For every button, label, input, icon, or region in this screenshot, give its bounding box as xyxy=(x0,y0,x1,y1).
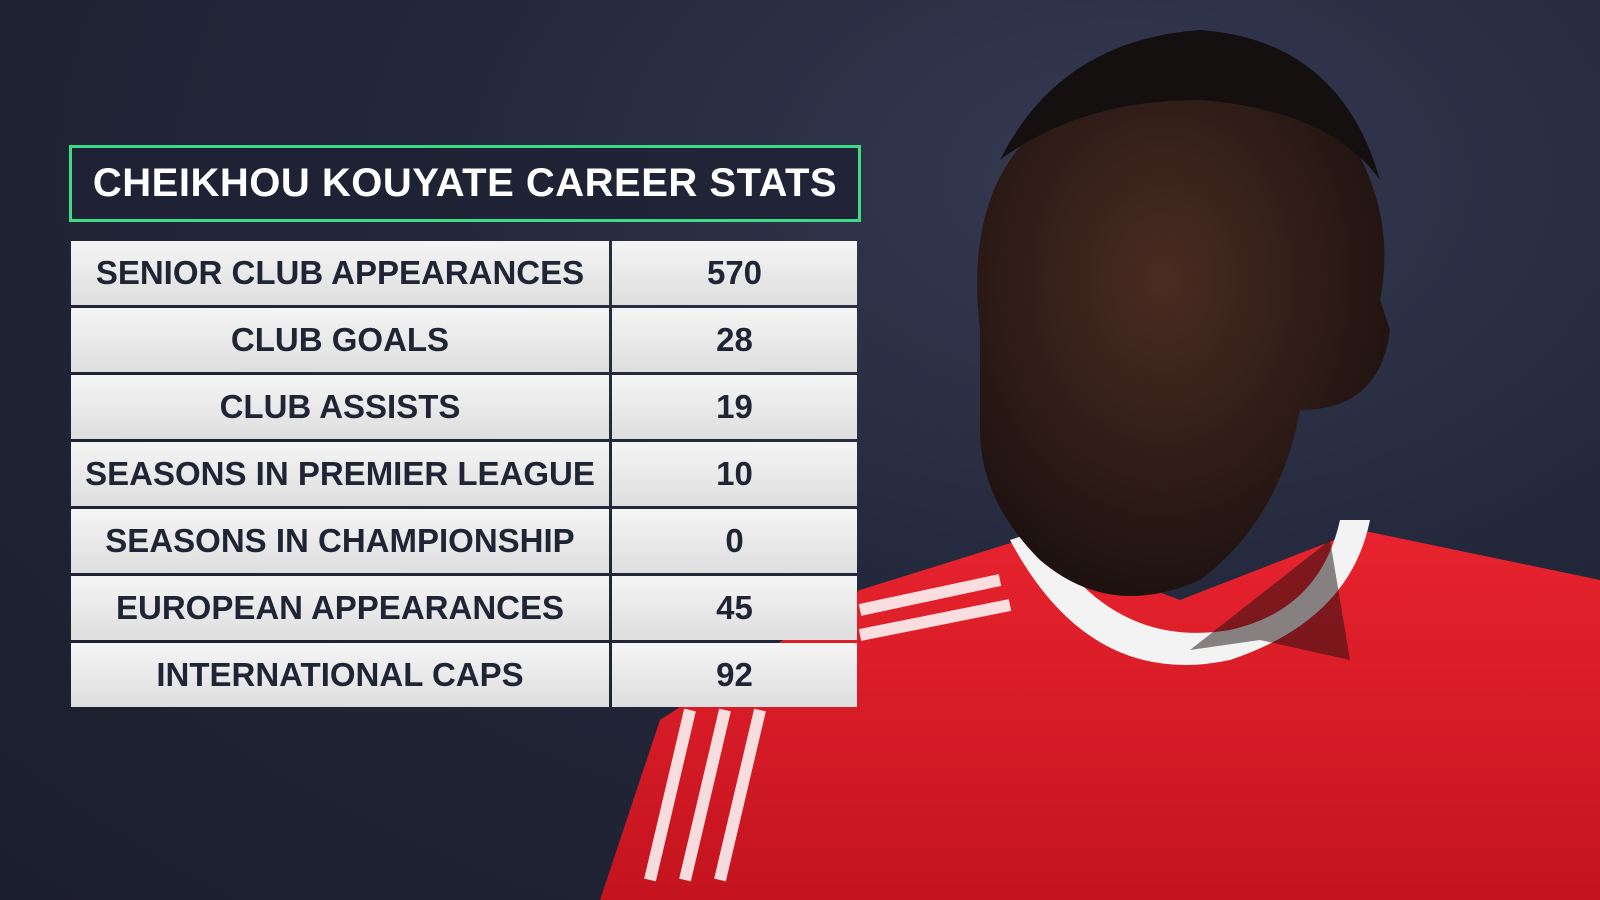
stat-label: CLUB GOALS xyxy=(71,308,609,372)
stat-label: CLUB ASSISTS xyxy=(71,375,609,439)
table-row: CLUB ASSISTS 19 xyxy=(71,375,857,439)
stat-value: 45 xyxy=(612,576,857,640)
stat-label: SEASONS IN PREMIER LEAGUE xyxy=(71,442,609,506)
stat-value: 28 xyxy=(612,308,857,372)
stat-value: 19 xyxy=(612,375,857,439)
stat-label: EUROPEAN APPEARANCES xyxy=(71,576,609,640)
stat-label: SENIOR CLUB APPEARANCES xyxy=(71,241,609,305)
stat-label: INTERNATIONAL CAPS xyxy=(71,643,609,707)
table-row: CLUB GOALS 28 xyxy=(71,308,857,372)
stat-value: 570 xyxy=(612,241,857,305)
table-row: SEASONS IN CHAMPIONSHIP 0 xyxy=(71,509,857,573)
table-row: SENIOR CLUB APPEARANCES 570 xyxy=(71,241,857,305)
stat-value: 10 xyxy=(612,442,857,506)
table-row: EUROPEAN APPEARANCES 45 xyxy=(71,576,857,640)
stats-table: SENIOR CLUB APPEARANCES 570 CLUB GOALS 28 CL… xyxy=(71,241,857,710)
stat-value: 0 xyxy=(612,509,857,573)
table-row: SEASONS IN PREMIER LEAGUE 10 xyxy=(71,442,857,506)
stat-label: SEASONS IN CHAMPIONSHIP xyxy=(71,509,609,573)
title: CHEIKHOU KOUYATE CAREER STATS xyxy=(69,145,861,222)
stat-value: 92 xyxy=(612,643,857,707)
table-row: INTERNATIONAL CAPS 92 xyxy=(71,643,857,707)
